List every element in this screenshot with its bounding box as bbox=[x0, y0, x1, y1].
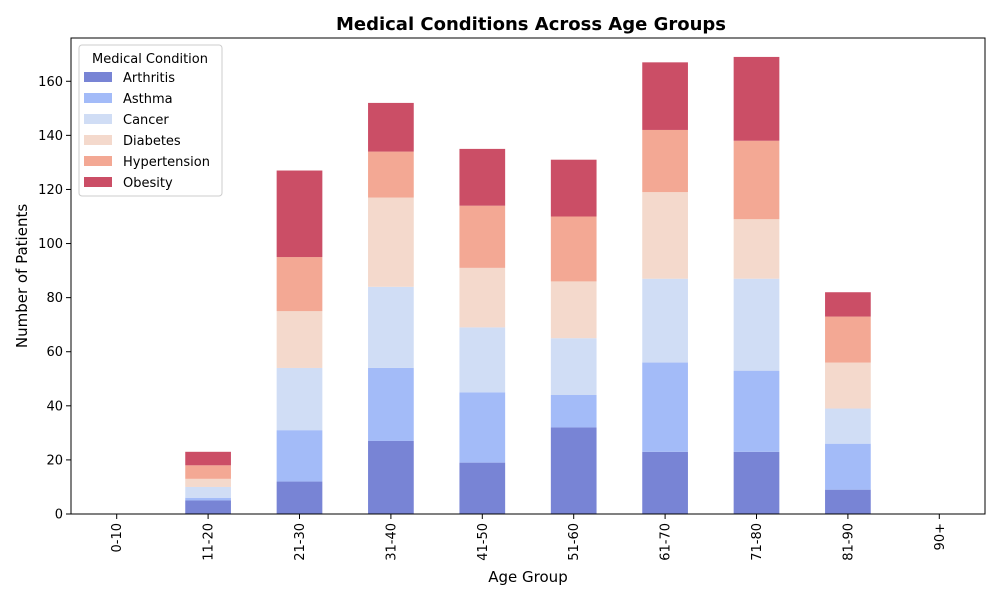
y-axis-label: Number of Patients bbox=[13, 204, 31, 348]
y-tick-label: 120 bbox=[38, 183, 63, 198]
y-tick-label: 100 bbox=[38, 237, 63, 252]
bar-segment-asthma-81-90 bbox=[825, 443, 871, 490]
x-tick-label: 61-70 bbox=[659, 523, 674, 561]
bar-segment-obesity-21-30 bbox=[276, 170, 323, 258]
bar-segment-obesity-81-90 bbox=[825, 292, 871, 317]
bars-group bbox=[185, 56, 871, 514]
bar-segment-cancer-81-90 bbox=[825, 408, 871, 444]
bar-segment-obesity-31-40 bbox=[368, 102, 414, 152]
bar-segment-diabetes-61-70 bbox=[642, 192, 688, 279]
bar-segment-hypertension-21-30 bbox=[276, 257, 323, 312]
bar-segment-hypertension-41-50 bbox=[459, 205, 506, 268]
bar-segment-diabetes-71-80 bbox=[733, 219, 780, 279]
legend-label-asthma: Asthma bbox=[123, 92, 173, 107]
legend: Medical Condition Arthritis Asthma Cancer D… bbox=[78, 44, 223, 197]
x-tick-label: 41-50 bbox=[476, 523, 491, 561]
bar-segment-hypertension-11-20 bbox=[185, 465, 231, 479]
bar-segment-diabetes-81-90 bbox=[825, 362, 871, 409]
legend-label-cancer: Cancer bbox=[123, 113, 169, 128]
bar-segment-arthritis-21-30 bbox=[276, 481, 323, 514]
bar-segment-cancer-51-60 bbox=[550, 338, 597, 395]
legend-swatch-cancer bbox=[84, 114, 112, 124]
plot-frame bbox=[70, 37, 986, 515]
bar-segment-asthma-51-60 bbox=[550, 395, 597, 428]
bar-segment-asthma-21-30 bbox=[276, 430, 323, 482]
legend-swatch-asthma bbox=[84, 93, 112, 103]
legend-label-diabetes: Diabetes bbox=[123, 134, 181, 149]
bar-segment-arthritis-31-40 bbox=[368, 440, 414, 514]
y-tick-label: 140 bbox=[38, 129, 63, 144]
chart-title: Medical Conditions Across Age Groups bbox=[336, 14, 726, 35]
x-tick-label: 51-60 bbox=[567, 523, 582, 561]
bar-segment-diabetes-41-50 bbox=[459, 267, 506, 328]
bar-segment-obesity-61-70 bbox=[642, 62, 688, 130]
legend-title: Medical Condition bbox=[92, 52, 208, 67]
bar-segment-diabetes-11-20 bbox=[185, 478, 231, 487]
bar-segment-asthma-41-50 bbox=[459, 392, 506, 463]
legend-swatch-hypertension bbox=[84, 156, 112, 166]
bar-segment-arthritis-11-20 bbox=[185, 500, 231, 514]
bar-segment-hypertension-51-60 bbox=[550, 216, 597, 282]
bar-segment-cancer-21-30 bbox=[276, 367, 323, 431]
bar-segment-obesity-71-80 bbox=[733, 56, 780, 141]
x-tick-label: 90+ bbox=[933, 523, 948, 550]
legend-items: Arthritis Asthma Cancer Diabetes Hypertensio… bbox=[84, 71, 210, 191]
y-tick-label: 80 bbox=[46, 291, 63, 306]
bar-segment-hypertension-81-90 bbox=[825, 316, 871, 363]
y-tick-label: 60 bbox=[46, 345, 63, 360]
legend-swatch-arthritis bbox=[84, 72, 112, 82]
bar-segment-cancer-71-80 bbox=[733, 278, 780, 371]
bar-segment-arthritis-41-50 bbox=[459, 462, 506, 514]
bar-segment-arthritis-61-70 bbox=[642, 451, 688, 514]
bar-segment-diabetes-51-60 bbox=[550, 281, 597, 339]
bar-segment-obesity-11-20 bbox=[185, 451, 231, 466]
x-axis: 0-10 11-20 21-30 31-40 41-50 51-60 61-70 71-80 8… bbox=[110, 514, 948, 561]
x-tick-label: 0-10 bbox=[110, 523, 125, 553]
y-tick-label: 0 bbox=[55, 508, 63, 523]
bar-segment-asthma-31-40 bbox=[368, 367, 414, 441]
bar-segment-obesity-51-60 bbox=[550, 159, 597, 217]
bar-segment-arthritis-51-60 bbox=[550, 427, 597, 514]
legend-swatch-diabetes bbox=[84, 135, 112, 145]
x-tick-label: 11-20 bbox=[202, 523, 217, 561]
x-tick-label: 71-80 bbox=[750, 523, 765, 561]
x-tick-label: 31-40 bbox=[384, 523, 399, 561]
bar-segment-diabetes-31-40 bbox=[368, 197, 414, 287]
bar-segment-hypertension-71-80 bbox=[733, 140, 780, 220]
y-tick-label: 20 bbox=[46, 453, 63, 468]
bar-segment-cancer-61-70 bbox=[642, 278, 688, 363]
x-axis-label: Age Group bbox=[488, 568, 567, 586]
bar-segment-arthritis-71-80 bbox=[733, 451, 780, 514]
bar-segment-cancer-41-50 bbox=[459, 327, 506, 393]
y-tick-label: 40 bbox=[46, 399, 63, 414]
bar-segment-hypertension-31-40 bbox=[368, 151, 414, 198]
legend-swatch-obesity bbox=[84, 177, 112, 187]
y-axis: 0 20 40 60 80 100 120 140 160 bbox=[38, 75, 71, 523]
x-tick-label: 21-30 bbox=[293, 523, 308, 561]
legend-label-hypertension: Hypertension bbox=[123, 155, 210, 170]
bar-segment-cancer-11-20 bbox=[185, 486, 231, 498]
x-tick-label: 81-90 bbox=[841, 523, 856, 561]
bar-segment-asthma-61-70 bbox=[642, 362, 688, 452]
bar-segment-hypertension-61-70 bbox=[642, 129, 688, 193]
bar-segment-diabetes-21-30 bbox=[276, 311, 323, 368]
bar-segment-arthritis-81-90 bbox=[825, 489, 871, 514]
bar-segment-cancer-31-40 bbox=[368, 286, 414, 368]
legend-box bbox=[78, 44, 223, 197]
bar-segment-asthma-71-80 bbox=[733, 370, 780, 452]
legend-label-obesity: Obesity bbox=[123, 176, 173, 191]
y-tick-label: 160 bbox=[38, 75, 63, 90]
bar-segment-obesity-41-50 bbox=[459, 148, 506, 206]
bar-segment-asthma-11-20 bbox=[185, 497, 231, 501]
legend-label-arthritis: Arthritis bbox=[123, 71, 175, 86]
